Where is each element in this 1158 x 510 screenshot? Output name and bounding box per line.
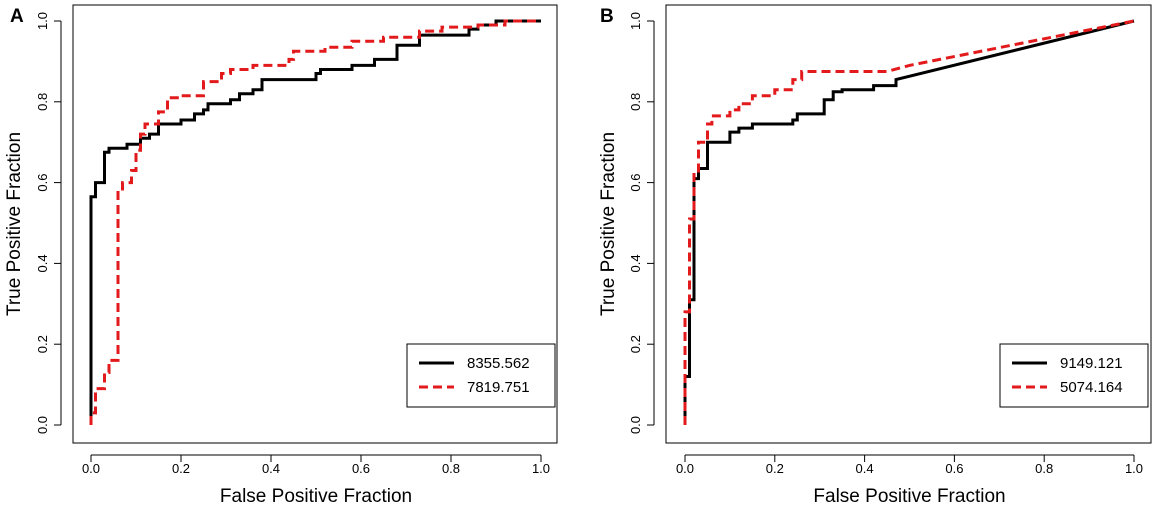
y-tick-label: 0.0 bbox=[628, 416, 643, 434]
plot-frame bbox=[72, 4, 558, 444]
panel-a: A 0.0 0.2 0.4 0.6 0.8 1.0 0.0 0.2 0.4 0.6 0.8 1.0 Fal… bbox=[4, 4, 558, 507]
x-tick-label: 0.8 bbox=[1035, 461, 1053, 476]
y-tick-label: 0.8 bbox=[628, 93, 643, 111]
x-tick-label: 0.6 bbox=[352, 461, 370, 476]
y-tick-label: 0.4 bbox=[35, 254, 50, 272]
y-axis-title: True Positive Fraction bbox=[598, 132, 619, 316]
series-line-2 bbox=[683, 19, 1135, 425]
legend-label-1: 8355.562 bbox=[467, 355, 530, 372]
panel-label: A bbox=[10, 6, 24, 27]
legend-label-1: 9149.121 bbox=[1060, 355, 1123, 372]
y-tick-label: 0.4 bbox=[628, 254, 643, 272]
series-line-1 bbox=[89, 19, 541, 425]
y-tick-label: 0.6 bbox=[628, 174, 643, 192]
x-tick-label: 0.0 bbox=[676, 461, 694, 476]
panel-b: B 0.0 0.2 0.4 0.6 0.8 1.0 0.0 0.2 0.4 0.6 0.8 1.0 Fal… bbox=[598, 4, 1152, 507]
x-tick-label: 0.8 bbox=[442, 461, 460, 476]
y-axis-title: True Positive Fraction bbox=[4, 132, 25, 316]
legend-box bbox=[406, 343, 556, 408]
x-tick-label: 0.2 bbox=[172, 461, 190, 476]
x-tick-label: 0.2 bbox=[766, 461, 784, 476]
y-tick-label: 0.2 bbox=[628, 335, 643, 353]
x-tick-label: 0.4 bbox=[262, 461, 280, 476]
y-tick-label: 1.0 bbox=[35, 12, 50, 30]
y-tick-label: 1.0 bbox=[628, 12, 643, 30]
x-tick-label: 0.4 bbox=[856, 461, 874, 476]
series-line-2 bbox=[89, 19, 541, 425]
x-axis-title: False Positive Fraction bbox=[813, 486, 1005, 507]
y-tick-label: 0.0 bbox=[35, 416, 50, 434]
plot-frame bbox=[665, 4, 1152, 444]
legend-box bbox=[999, 343, 1149, 408]
x-tick-label: 1.0 bbox=[532, 461, 550, 476]
x-axis-title: False Positive Fraction bbox=[220, 486, 412, 507]
legend-label-2: 7819.751 bbox=[467, 379, 530, 396]
panel-label: B bbox=[600, 6, 614, 27]
legend-label-2: 5074.164 bbox=[1060, 379, 1123, 396]
x-tick-label: 0.0 bbox=[82, 461, 100, 476]
x-tick-label: 1.0 bbox=[1125, 461, 1143, 476]
x-tick-label: 0.6 bbox=[945, 461, 963, 476]
y-tick-label: 0.2 bbox=[35, 335, 50, 353]
y-tick-label: 0.6 bbox=[35, 174, 50, 192]
y-tick-label: 0.8 bbox=[35, 93, 50, 111]
